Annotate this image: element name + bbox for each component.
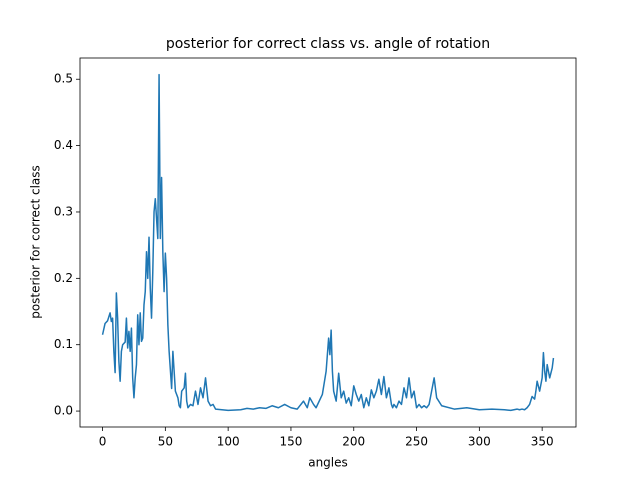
x-tick-label: 200: [342, 435, 365, 449]
x-tick-label: 50: [158, 435, 173, 449]
x-tick-label: 0: [99, 435, 107, 449]
x-tick-label: 250: [405, 435, 428, 449]
y-tick-label: 0.1: [54, 337, 73, 351]
chart-title: posterior for correct class vs. angle of…: [166, 36, 490, 52]
y-tick-label: 0.2: [54, 271, 73, 285]
plot-frame: [79, 57, 577, 428]
x-tick-label: 300: [468, 435, 491, 449]
x-axis-label: angles: [308, 456, 348, 470]
y-tick-label: 0.0: [54, 404, 73, 418]
data-line: [101, 73, 555, 412]
x-tick-label: 150: [279, 435, 302, 449]
y-tick-label: 0.4: [54, 138, 73, 152]
y-tick-label: 0.5: [54, 72, 73, 86]
x-tick-label: 350: [531, 435, 554, 449]
y-tick-label: 0.3: [54, 204, 73, 218]
x-tick-label: 100: [217, 435, 240, 449]
y-axis-label: posterior for correct class: [29, 165, 43, 319]
